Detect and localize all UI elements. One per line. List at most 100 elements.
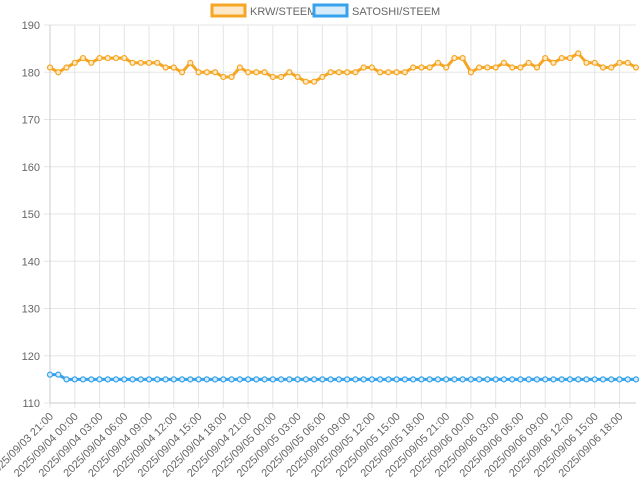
data-point[interactable] — [104, 376, 111, 383]
data-point[interactable] — [129, 376, 136, 383]
data-point[interactable] — [137, 59, 144, 66]
data-point[interactable] — [145, 376, 153, 383]
data-point[interactable] — [500, 59, 508, 66]
data-point[interactable] — [385, 376, 392, 383]
data-point[interactable] — [55, 371, 62, 378]
data-point[interactable] — [145, 59, 153, 66]
data-point[interactable] — [525, 376, 532, 383]
data-point[interactable] — [162, 376, 169, 383]
data-point[interactable] — [484, 64, 491, 71]
data-point[interactable] — [311, 78, 318, 85]
data-point[interactable] — [46, 371, 54, 378]
data-point[interactable] — [71, 59, 78, 66]
data-point[interactable] — [228, 376, 235, 383]
data-point[interactable] — [46, 64, 54, 71]
data-point[interactable] — [253, 69, 260, 76]
data-point[interactable] — [203, 376, 210, 383]
data-point[interactable] — [509, 64, 516, 71]
data-point[interactable] — [335, 69, 342, 76]
data-point[interactable] — [418, 64, 425, 71]
data-point[interactable] — [608, 376, 615, 383]
data-point[interactable] — [533, 64, 541, 71]
data-point[interactable] — [112, 54, 120, 62]
data-point[interactable] — [55, 69, 62, 76]
data-point[interactable] — [327, 376, 334, 383]
legend-item[interactable]: KRW/STEEM — [210, 3, 316, 18]
data-point[interactable] — [294, 73, 301, 81]
data-point[interactable] — [558, 376, 565, 383]
data-point[interactable] — [616, 59, 623, 66]
data-point[interactable] — [178, 69, 186, 76]
data-point[interactable] — [277, 73, 285, 81]
data-point[interactable] — [335, 376, 342, 383]
data-point[interactable] — [401, 376, 409, 383]
data-point[interactable] — [302, 376, 309, 383]
data-point[interactable] — [187, 376, 194, 383]
data-point[interactable] — [467, 376, 475, 383]
data-point[interactable] — [154, 59, 161, 66]
data-point[interactable] — [500, 376, 508, 383]
data-point[interactable] — [228, 73, 235, 81]
data-point[interactable] — [63, 64, 70, 71]
data-point[interactable] — [426, 64, 433, 71]
data-point[interactable] — [566, 54, 574, 62]
data-point[interactable] — [459, 376, 466, 383]
data-point[interactable] — [434, 376, 442, 383]
data-point[interactable] — [583, 376, 590, 383]
data-point[interactable] — [269, 73, 276, 81]
data-point[interactable] — [137, 376, 144, 383]
data-point[interactable] — [517, 64, 524, 71]
data-point[interactable] — [368, 64, 375, 71]
data-point[interactable] — [195, 69, 202, 76]
data-point[interactable] — [426, 376, 433, 383]
data-point[interactable] — [360, 64, 367, 71]
data-point[interactable] — [599, 64, 607, 71]
data-point[interactable] — [443, 64, 450, 71]
data-point[interactable] — [467, 69, 475, 76]
data-point[interactable] — [360, 376, 367, 383]
data-point[interactable] — [476, 376, 483, 383]
data-point[interactable] — [418, 376, 425, 383]
data-point[interactable] — [443, 376, 450, 383]
data-point[interactable] — [211, 69, 219, 76]
data-point[interactable] — [63, 376, 70, 383]
data-point[interactable] — [434, 59, 442, 66]
data-point[interactable] — [550, 59, 557, 66]
data-point[interactable] — [591, 59, 598, 66]
data-point[interactable] — [484, 376, 491, 383]
data-point[interactable] — [261, 69, 268, 76]
data-point[interactable] — [575, 50, 582, 57]
data-point[interactable] — [377, 376, 384, 383]
data-point[interactable] — [261, 376, 268, 383]
data-point[interactable] — [88, 376, 95, 383]
data-point[interactable] — [121, 54, 128, 62]
data-point[interactable] — [344, 69, 351, 76]
data-point[interactable] — [492, 64, 499, 71]
data-point[interactable] — [220, 376, 227, 383]
data-point[interactable] — [311, 376, 318, 383]
data-point[interactable] — [575, 376, 582, 383]
data-point[interactable] — [236, 376, 243, 383]
data-point[interactable] — [542, 54, 549, 62]
data-point[interactable] — [236, 64, 243, 71]
data-point[interactable] — [517, 376, 524, 383]
data-point[interactable] — [352, 69, 359, 76]
data-point[interactable] — [79, 376, 87, 383]
data-point[interactable] — [211, 376, 219, 383]
data-point[interactable] — [476, 64, 483, 71]
data-point[interactable] — [112, 376, 120, 383]
data-point[interactable] — [253, 376, 260, 383]
data-point[interactable] — [558, 54, 565, 62]
data-point[interactable] — [459, 54, 466, 62]
data-point[interactable] — [385, 69, 392, 76]
data-point[interactable] — [121, 376, 128, 383]
data-point[interactable] — [88, 59, 95, 66]
data-point[interactable] — [525, 59, 532, 66]
data-point[interactable] — [286, 69, 293, 76]
data-point[interactable] — [608, 64, 615, 71]
data-point[interactable] — [170, 64, 177, 71]
data-point[interactable] — [451, 54, 458, 62]
data-point[interactable] — [632, 376, 640, 383]
data-point[interactable] — [542, 376, 549, 383]
data-point[interactable] — [533, 376, 541, 383]
